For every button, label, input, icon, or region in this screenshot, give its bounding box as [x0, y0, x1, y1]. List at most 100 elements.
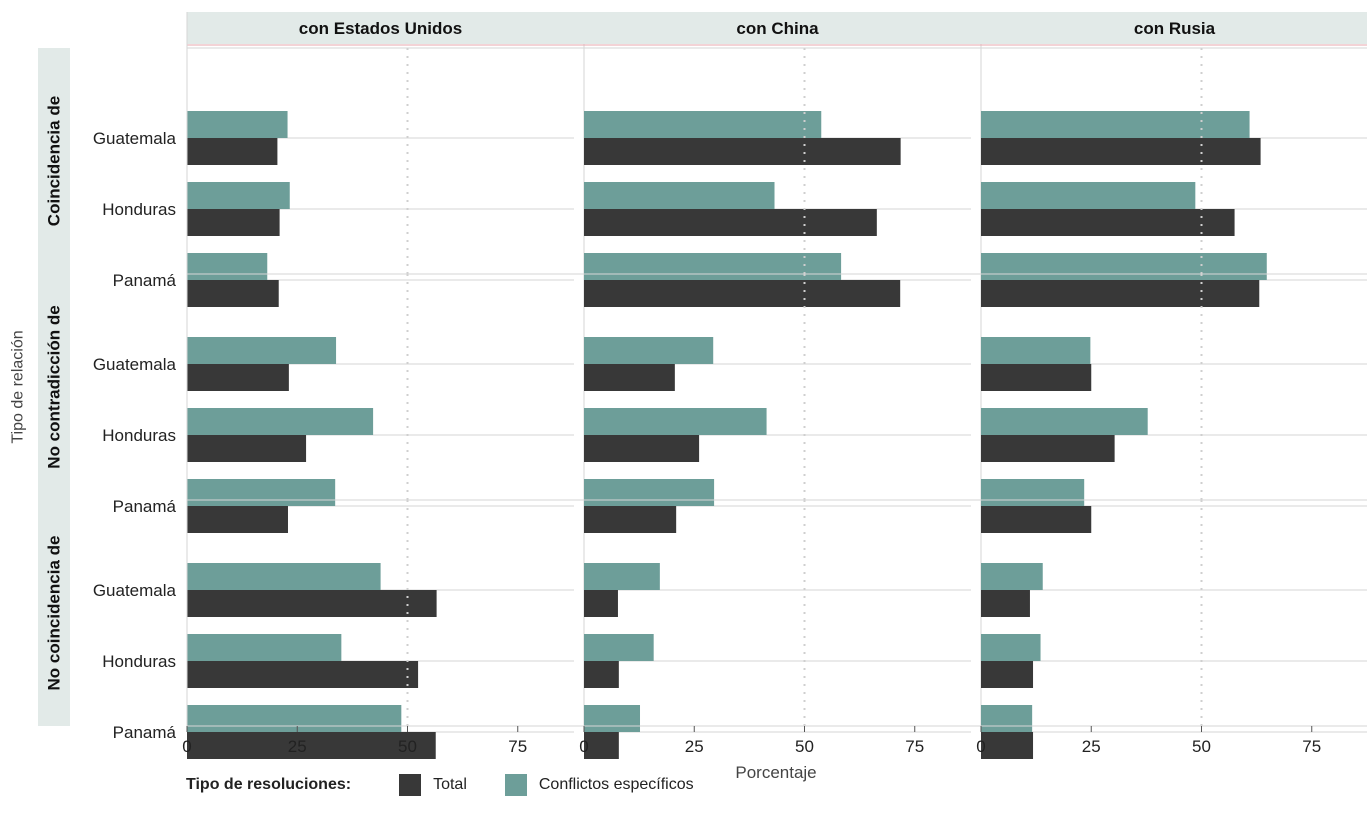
bar-specific-panama [187, 705, 402, 732]
legend-swatch-total [399, 774, 422, 796]
panel-con-rusia-no-contradiccion-de [981, 274, 1367, 533]
bar-specific-guatemala [981, 563, 1043, 590]
x-tick-label: 0 [976, 737, 985, 756]
category-label-honduras: Honduras [102, 652, 176, 671]
bar-total-panama [187, 280, 279, 307]
bar-specific-honduras [187, 182, 290, 209]
panel-con-china-no-contradiccion-de [584, 274, 971, 533]
legend-label-specific: Conflictos específicos [538, 776, 694, 793]
bar-total-panama [187, 732, 436, 759]
y-axis-title: Tipo de relación [10, 330, 27, 443]
bar-total-honduras [187, 661, 419, 688]
legend-item-total: Total [399, 774, 467, 796]
row-strip-label: No coincidencia de [45, 536, 64, 691]
x-axis-title: Porcentaje [735, 763, 816, 782]
bar-specific-guatemala [981, 111, 1250, 138]
bar-specific-guatemala [187, 337, 337, 364]
bar-total-panama [187, 506, 288, 533]
legend-title: Tipo de resoluciones: [186, 776, 352, 793]
bar-total-guatemala [187, 138, 278, 165]
x-tick-label: 75 [508, 737, 527, 756]
column-strip-label: con Estados Unidos [299, 19, 462, 38]
bar-specific-honduras [981, 408, 1148, 435]
category-label-panama: Panamá [113, 723, 177, 742]
bar-total-panama [981, 732, 1034, 759]
bar-total-guatemala [187, 590, 437, 617]
bar-total-honduras [981, 661, 1034, 688]
category-label-guatemala: Guatemala [93, 581, 177, 600]
row-strip [38, 500, 70, 726]
category-label-guatemala: Guatemala [93, 355, 177, 374]
x-tick-label: 50 [398, 737, 417, 756]
row-strip-label: Coincidencia de [45, 96, 64, 226]
bar-total-honduras [584, 209, 877, 236]
column-strip-label: con China [736, 19, 819, 38]
bar-total-panama [584, 732, 619, 759]
row-strip [38, 48, 70, 274]
bar-total-guatemala [981, 590, 1030, 617]
bar-specific-honduras [584, 634, 654, 661]
bar-total-honduras [187, 209, 280, 236]
x-tick-label: 25 [685, 737, 704, 756]
bar-total-honduras [187, 435, 307, 462]
bar-total-honduras [584, 435, 700, 462]
bar-specific-guatemala [187, 563, 381, 590]
bar-total-honduras [981, 435, 1115, 462]
legend-item-specific: Conflictos específicos [504, 774, 694, 796]
bar-specific-honduras [981, 182, 1196, 209]
panel-con-rusia-no-coincidencia-de [981, 500, 1367, 759]
bar-total-guatemala [584, 590, 618, 617]
bar-specific-panama [584, 253, 842, 280]
x-tick-label: 50 [795, 737, 814, 756]
bar-specific-guatemala [584, 337, 714, 364]
bar-total-honduras [584, 661, 619, 688]
row-strip-label: No contradicción de [45, 305, 64, 468]
x-tick-label: 0 [579, 737, 588, 756]
bar-total-guatemala [584, 138, 901, 165]
bar-total-guatemala [584, 364, 675, 391]
bar-specific-panama [584, 479, 715, 506]
bar-specific-panama [187, 479, 336, 506]
column-strip [584, 12, 981, 44]
bar-specific-guatemala [584, 111, 822, 138]
panel-con-china-coincidencia-de [584, 48, 971, 307]
bar-total-panama [584, 506, 677, 533]
column-strip [981, 12, 1367, 44]
bar-specific-honduras [584, 182, 775, 209]
bar-specific-panama [584, 705, 641, 732]
bar-specific-honduras [584, 408, 767, 435]
bar-specific-honduras [187, 634, 342, 661]
bar-specific-panama [981, 479, 1085, 506]
bar-specific-panama [187, 253, 268, 280]
column-strip [187, 12, 584, 44]
panel-con-estados-unidos-no-contradiccion-de [187, 274, 574, 533]
category-label-honduras: Honduras [102, 200, 176, 219]
category-label-panama: Panamá [113, 271, 177, 290]
x-tick-label: 50 [1192, 737, 1211, 756]
bar-specific-guatemala [187, 111, 288, 138]
x-tick-label: 25 [1082, 737, 1101, 756]
bar-specific-guatemala [584, 563, 660, 590]
bar-total-panama [584, 280, 901, 307]
x-tick-label: 75 [905, 737, 924, 756]
bar-total-honduras [981, 209, 1235, 236]
bar-total-guatemala [981, 364, 1092, 391]
bar-total-guatemala [187, 364, 289, 391]
panel-con-estados-unidos-no-coincidencia-de [187, 500, 574, 759]
bar-total-panama [981, 280, 1260, 307]
bar-specific-honduras [187, 408, 374, 435]
legend: Tipo de resoluciones: Total Conflictos e… [186, 770, 732, 800]
bar-specific-panama [981, 253, 1267, 280]
bar-total-guatemala [981, 138, 1261, 165]
bar-total-panama [981, 506, 1092, 533]
bar-specific-honduras [981, 634, 1041, 661]
bar-specific-guatemala [981, 337, 1091, 364]
column-strip-label: con Rusia [1134, 19, 1216, 38]
x-tick-label: 0 [182, 737, 191, 756]
panel-con-rusia-coincidencia-de [981, 48, 1367, 307]
category-label-honduras: Honduras [102, 426, 176, 445]
bar-specific-panama [981, 705, 1033, 732]
x-tick-label: 75 [1302, 737, 1321, 756]
category-label-panama: Panamá [113, 497, 177, 516]
